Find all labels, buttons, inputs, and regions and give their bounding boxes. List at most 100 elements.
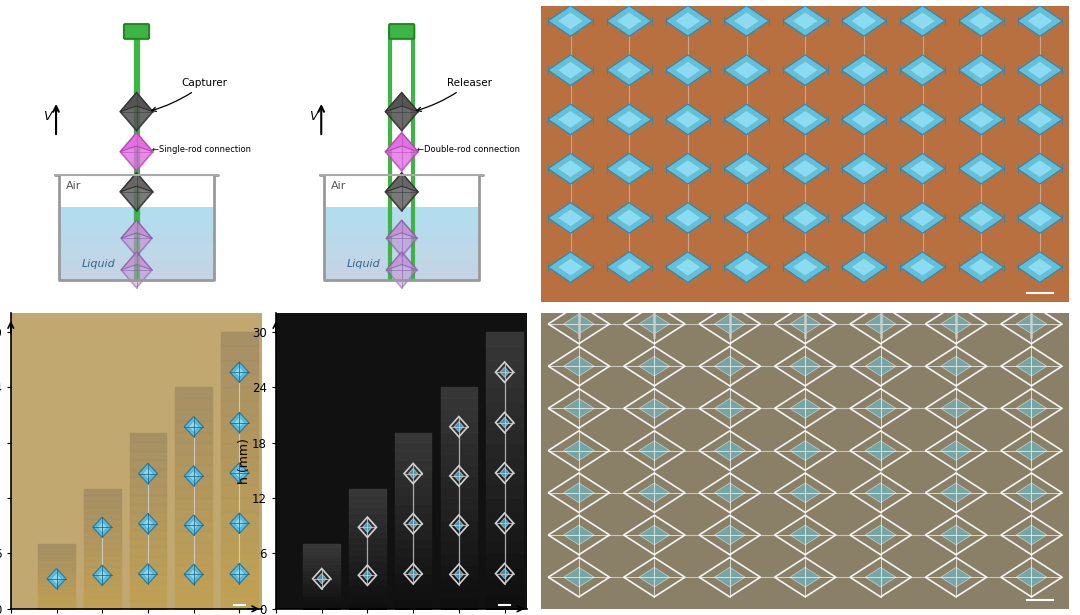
Polygon shape	[941, 568, 971, 587]
Polygon shape	[121, 220, 152, 238]
Polygon shape	[783, 153, 827, 184]
Polygon shape	[959, 202, 1003, 233]
Polygon shape	[725, 55, 769, 85]
Polygon shape	[959, 153, 1003, 184]
Polygon shape	[1017, 55, 1063, 85]
Polygon shape	[793, 161, 818, 177]
Polygon shape	[500, 518, 509, 528]
Polygon shape	[59, 207, 214, 216]
Polygon shape	[408, 518, 418, 529]
Polygon shape	[969, 12, 994, 30]
Polygon shape	[59, 244, 214, 253]
Polygon shape	[59, 225, 214, 234]
Polygon shape	[234, 417, 244, 428]
Polygon shape	[665, 252, 711, 282]
Polygon shape	[185, 466, 203, 486]
Polygon shape	[639, 568, 670, 587]
Polygon shape	[558, 12, 583, 30]
Polygon shape	[324, 244, 480, 253]
Polygon shape	[715, 399, 745, 418]
Polygon shape	[783, 202, 827, 233]
Polygon shape	[1016, 314, 1047, 334]
Polygon shape	[97, 569, 107, 581]
Polygon shape	[783, 55, 827, 85]
Polygon shape	[725, 153, 769, 184]
Polygon shape	[1017, 202, 1063, 233]
Polygon shape	[564, 399, 594, 418]
Text: Capturer: Capturer	[152, 78, 228, 111]
Polygon shape	[941, 399, 971, 418]
Text: $V$: $V$	[43, 110, 55, 123]
Polygon shape	[959, 55, 1003, 85]
Polygon shape	[901, 104, 945, 135]
Polygon shape	[120, 133, 152, 152]
Polygon shape	[789, 525, 821, 545]
FancyBboxPatch shape	[389, 24, 415, 39]
Polygon shape	[120, 173, 152, 211]
Polygon shape	[969, 161, 994, 177]
Polygon shape	[676, 62, 700, 79]
Polygon shape	[1027, 12, 1052, 30]
Polygon shape	[558, 210, 583, 226]
Polygon shape	[143, 518, 153, 530]
Polygon shape	[793, 12, 818, 30]
Polygon shape	[607, 202, 651, 233]
Polygon shape	[639, 399, 670, 418]
Polygon shape	[841, 202, 887, 233]
Polygon shape	[387, 220, 417, 238]
Polygon shape	[564, 356, 594, 376]
Polygon shape	[500, 418, 509, 427]
Polygon shape	[639, 314, 670, 334]
Polygon shape	[639, 441, 670, 461]
Polygon shape	[851, 259, 876, 276]
Polygon shape	[910, 12, 935, 30]
Polygon shape	[500, 568, 509, 579]
Polygon shape	[230, 563, 248, 584]
Polygon shape	[910, 161, 935, 177]
Polygon shape	[959, 6, 1003, 36]
Polygon shape	[120, 93, 152, 130]
Polygon shape	[783, 104, 827, 135]
Polygon shape	[408, 569, 418, 579]
Text: Liquid: Liquid	[347, 258, 381, 269]
Polygon shape	[665, 202, 711, 233]
Polygon shape	[234, 367, 244, 378]
Polygon shape	[793, 210, 818, 226]
Polygon shape	[725, 6, 769, 36]
Polygon shape	[793, 259, 818, 276]
Polygon shape	[865, 525, 896, 545]
Polygon shape	[910, 259, 935, 276]
Polygon shape	[851, 62, 876, 79]
Polygon shape	[143, 568, 153, 579]
Polygon shape	[901, 55, 945, 85]
Polygon shape	[851, 111, 876, 128]
Polygon shape	[558, 161, 583, 177]
Text: ←Double-rod connection: ←Double-rod connection	[417, 145, 519, 154]
Polygon shape	[386, 93, 418, 130]
Polygon shape	[715, 314, 745, 334]
Polygon shape	[455, 422, 463, 432]
Polygon shape	[665, 6, 711, 36]
Polygon shape	[607, 153, 651, 184]
Polygon shape	[59, 216, 214, 225]
Polygon shape	[901, 153, 945, 184]
Polygon shape	[639, 483, 670, 502]
Polygon shape	[500, 468, 509, 478]
Polygon shape	[387, 252, 417, 288]
Polygon shape	[841, 104, 887, 135]
Polygon shape	[941, 356, 971, 376]
Polygon shape	[59, 262, 214, 271]
Polygon shape	[230, 513, 248, 533]
Polygon shape	[386, 173, 418, 192]
Polygon shape	[676, 111, 700, 128]
Polygon shape	[734, 259, 759, 276]
Polygon shape	[969, 111, 994, 128]
Polygon shape	[48, 568, 66, 589]
Polygon shape	[725, 104, 769, 135]
Polygon shape	[969, 210, 994, 226]
Polygon shape	[120, 173, 152, 192]
Polygon shape	[841, 55, 887, 85]
Polygon shape	[185, 416, 203, 437]
Polygon shape	[725, 252, 769, 282]
Polygon shape	[959, 252, 1003, 282]
